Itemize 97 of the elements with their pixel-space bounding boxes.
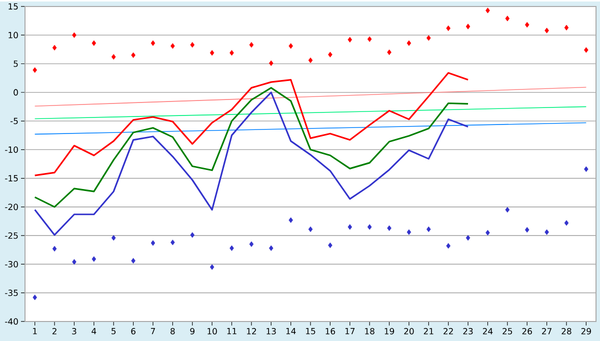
point — [524, 226, 530, 232]
point — [308, 226, 313, 232]
x-tick-label: 3 — [72, 328, 76, 334]
y-tick-label: -10 — [5, 146, 18, 153]
x-tick-label: 12 — [246, 328, 256, 334]
point — [406, 229, 412, 235]
x-tick-label: 23 — [463, 328, 473, 334]
x-tick-label: 13 — [266, 328, 276, 334]
point — [52, 44, 57, 50]
point — [505, 206, 510, 212]
x-tick-label: 25 — [502, 328, 512, 334]
x-tick-label: 8 — [170, 328, 175, 334]
point — [387, 225, 392, 231]
point — [249, 42, 254, 48]
point — [32, 294, 38, 300]
y-tick-label: 10 — [8, 32, 18, 38]
point — [72, 32, 76, 38]
point — [131, 258, 136, 264]
point — [268, 60, 274, 66]
point — [584, 166, 588, 172]
x-tick-label: 24 — [482, 328, 493, 334]
x-tick-label: 10 — [208, 328, 217, 334]
x-tick-label: 4 — [92, 328, 96, 334]
point — [466, 234, 470, 240]
point — [111, 234, 116, 240]
x-tick-label: 29 — [581, 328, 591, 334]
point — [524, 22, 530, 28]
x-tick-label: 15 — [306, 328, 316, 334]
line-series — [34, 86, 469, 208]
point — [367, 224, 372, 230]
x-tick-label: 28 — [562, 328, 572, 334]
y-tick-label: 15 — [8, 3, 18, 10]
point — [564, 24, 569, 30]
x-tick-label: 19 — [384, 328, 394, 334]
x-tick-label: 7 — [150, 328, 155, 334]
point — [348, 224, 352, 230]
point — [308, 57, 313, 63]
point — [52, 246, 57, 252]
point — [426, 34, 431, 41]
point — [348, 36, 352, 42]
x-tick-label: 20 — [404, 328, 414, 334]
point — [210, 264, 214, 270]
line-series — [34, 91, 469, 236]
x-tick-label: 11 — [227, 328, 236, 334]
x-tick-label: 17 — [345, 328, 355, 334]
x-tick-label: 2 — [52, 328, 56, 334]
point — [230, 50, 234, 56]
point — [111, 54, 116, 60]
y-tick-label: -40 — [5, 318, 18, 324]
x-tick-label: 9 — [190, 328, 194, 334]
point — [92, 40, 96, 46]
x-tick-label: 26 — [522, 328, 532, 334]
x-tick-label: 21 — [424, 328, 434, 334]
point — [131, 52, 136, 58]
x-tick-label: 27 — [542, 328, 552, 334]
point — [544, 229, 549, 235]
point — [72, 258, 76, 264]
y-tick-label: 0 — [14, 88, 18, 96]
y-tick-label: -5 — [10, 118, 18, 124]
point — [466, 23, 470, 30]
y-tick-label: -30 — [5, 260, 18, 268]
y-tick-label: 5 — [14, 60, 18, 67]
x-tick-label: 1 — [33, 328, 37, 334]
point — [288, 217, 293, 223]
point — [210, 50, 214, 56]
point — [249, 241, 254, 247]
y-tick-label: -35 — [5, 289, 18, 296]
point — [150, 240, 156, 246]
y-tick-label: -20 — [5, 203, 18, 210]
point — [328, 242, 332, 248]
point — [406, 40, 412, 46]
point — [190, 42, 195, 48]
x-tick-label: 16 — [326, 328, 336, 334]
point — [32, 67, 38, 73]
y-tick-label: -25 — [5, 232, 18, 239]
point — [446, 25, 450, 31]
x-tick-label: 22 — [444, 328, 453, 334]
point — [190, 232, 195, 238]
point — [367, 36, 372, 42]
line-series — [34, 72, 469, 176]
x-tick-label: 6 — [131, 328, 136, 334]
point — [268, 245, 274, 251]
point — [505, 15, 510, 22]
point — [486, 230, 490, 236]
point — [150, 40, 156, 46]
point — [328, 52, 332, 58]
point — [446, 242, 450, 248]
point — [564, 220, 569, 226]
point — [230, 245, 234, 251]
point — [92, 256, 96, 262]
y-tick-label: -15 — [5, 174, 18, 182]
point — [170, 239, 175, 245]
point — [426, 226, 431, 232]
x-tick-label: 18 — [365, 328, 374, 334]
x-tick-label: 5 — [112, 328, 116, 334]
x-tick-label: 14 — [286, 328, 296, 334]
point — [387, 49, 392, 55]
